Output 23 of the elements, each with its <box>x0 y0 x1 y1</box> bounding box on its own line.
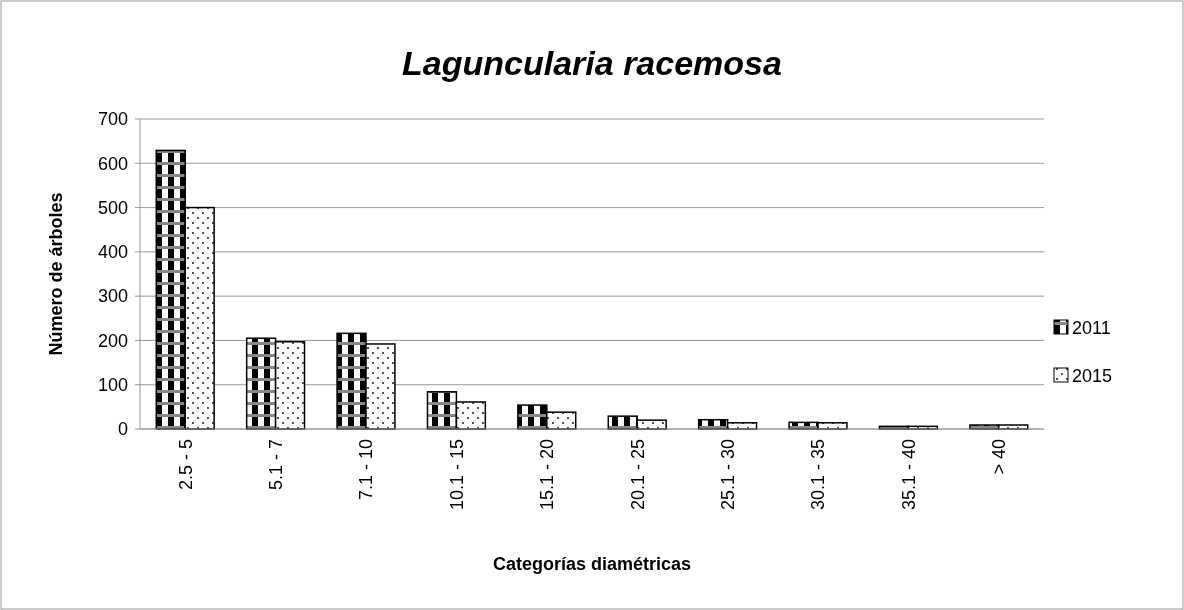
x-tick-label: 10.1 - 15 <box>446 439 467 511</box>
x-tick-label: 7.1 - 10 <box>356 439 377 501</box>
x-tick-label: > 40 <box>989 439 1010 475</box>
x-tick-label: 2.5 - 5 <box>175 439 196 491</box>
x-axis-title: Categorías diamétricas <box>492 554 692 574</box>
y-tick-label: 100 <box>97 375 128 396</box>
y-axis-title: Número de árboles <box>46 192 66 356</box>
y-tick-label: 0 <box>117 419 128 440</box>
y-tick-label: 400 <box>97 242 128 263</box>
x-tick-label: 5.1 - 7 <box>265 439 286 491</box>
x-tick-label: 25.1 - 30 <box>717 439 738 511</box>
x-tick-label: 30.1 - 35 <box>808 439 829 511</box>
y-tick-label: 300 <box>97 286 128 307</box>
chart-title: Laguncularia racemosa <box>402 44 782 82</box>
y-tick-label: 500 <box>97 197 128 218</box>
x-tick-label: 20.1 - 25 <box>627 439 648 511</box>
legend-label: 2011 <box>1072 318 1111 339</box>
x-tick-label: 35.1 - 40 <box>898 439 919 511</box>
y-tick-label: 600 <box>97 153 128 174</box>
y-tick-label: 200 <box>97 330 128 351</box>
y-tick-label: 700 <box>97 109 128 130</box>
legend-label: 2015 <box>1072 366 1113 387</box>
x-tick-label: 15.1 - 20 <box>537 439 558 511</box>
